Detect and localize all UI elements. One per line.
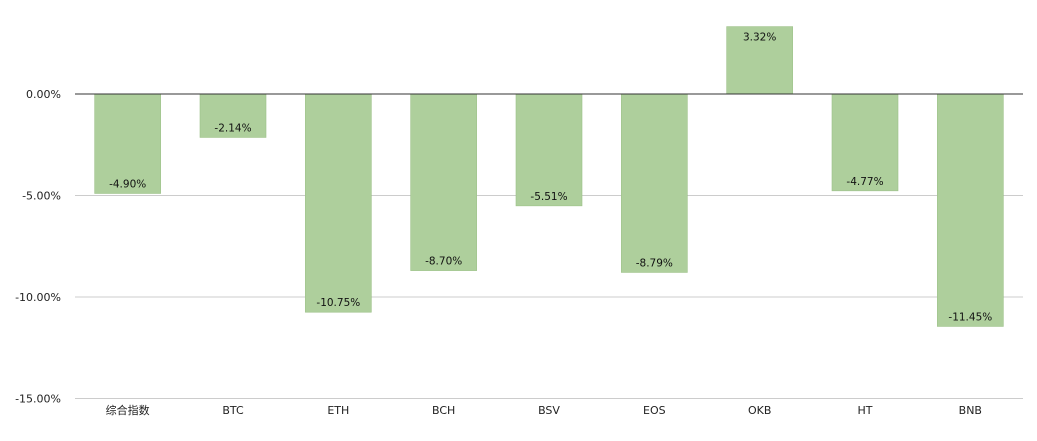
bar-5 (621, 93, 688, 273)
bar-0 (94, 93, 161, 194)
x-tick-label: EOS (643, 404, 666, 417)
bar-3 (410, 93, 477, 271)
x-tick-label: BCH (432, 404, 455, 417)
data-label: -4.77% (846, 176, 883, 188)
x-tick-label: 综合指数 (106, 403, 150, 417)
data-label: -8.79% (636, 257, 673, 269)
data-label: 3.32% (743, 32, 776, 44)
x-tick-label: ETH (327, 404, 349, 417)
x-tick-label: BTC (222, 404, 244, 417)
bar-8 (937, 93, 1004, 327)
x-tick-label: BNB (959, 404, 982, 417)
data-label: -10.75% (316, 297, 360, 309)
bar-6 (726, 26, 793, 95)
y-tick-label: 0.00% (26, 88, 61, 101)
data-label: -2.14% (214, 122, 251, 134)
y-axis: 0.00% -5.00% -10.00% -15.00% (15, 88, 61, 406)
data-label: -8.70% (425, 256, 462, 268)
x-tick-label: OKB (748, 404, 771, 417)
x-tick-label: BSV (538, 404, 560, 417)
x-axis: 综合指数 BTC ETH BCH BSV EOS OKB HT BNB (106, 403, 982, 417)
data-label: -4.90% (109, 178, 146, 190)
y-tick-label: -5.00% (22, 190, 61, 203)
bar-7 (831, 93, 899, 192)
x-tick-label: HT (858, 404, 873, 417)
data-labels: -4.90% -2.14% -10.75% -8.70% -5.51% -8.79% 3.3… (109, 32, 992, 324)
gridlines (75, 195, 1023, 399)
data-label: -11.45% (948, 311, 992, 323)
bar-2 (305, 93, 372, 313)
y-tick-label: -10.00% (15, 291, 61, 304)
data-label: -5.51% (530, 191, 567, 203)
bars (94, 26, 1004, 327)
bar-4 (515, 93, 583, 207)
y-tick-label: -15.00% (15, 393, 61, 406)
